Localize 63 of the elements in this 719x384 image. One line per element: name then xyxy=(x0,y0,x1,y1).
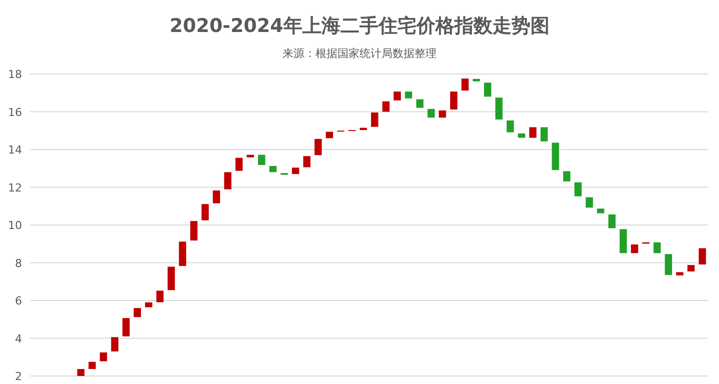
bar xyxy=(292,168,300,174)
bar xyxy=(586,197,593,208)
bar xyxy=(202,204,209,220)
bar xyxy=(178,242,186,266)
y-tick-label: 14 xyxy=(8,144,22,156)
bar xyxy=(676,272,684,276)
bar xyxy=(540,127,548,142)
bar xyxy=(168,266,175,290)
bar xyxy=(428,108,435,118)
bar xyxy=(224,172,232,190)
bar xyxy=(77,369,84,376)
bar xyxy=(698,248,706,264)
bar xyxy=(145,302,152,308)
bar xyxy=(416,99,424,108)
bar xyxy=(687,265,695,272)
bar xyxy=(156,290,164,302)
bar xyxy=(574,182,582,196)
bar xyxy=(314,138,322,156)
y-tick-label: 18 xyxy=(8,68,22,81)
bar xyxy=(664,254,672,276)
bar xyxy=(552,142,560,170)
bar xyxy=(620,229,627,254)
bar xyxy=(630,244,638,254)
bar xyxy=(134,308,141,318)
bar xyxy=(394,92,401,100)
bar xyxy=(461,78,469,91)
bar xyxy=(472,78,480,82)
bar xyxy=(360,128,367,130)
y-tick-label: 6 xyxy=(15,294,22,308)
bar xyxy=(326,132,334,138)
bar xyxy=(212,190,220,204)
bar xyxy=(563,171,570,182)
bar xyxy=(450,92,458,110)
bar xyxy=(495,98,503,120)
bar xyxy=(303,156,310,168)
bar xyxy=(100,352,108,362)
bar xyxy=(654,242,661,254)
bar xyxy=(506,120,514,132)
chart-title: 2020-2024年上海二手住宅价格指数走势图 xyxy=(170,15,550,37)
y-tick-label: 12 xyxy=(8,181,22,194)
bar xyxy=(88,362,96,370)
y-tick-label: 2 xyxy=(15,370,22,383)
bar xyxy=(382,101,390,112)
bar xyxy=(246,154,254,158)
bar xyxy=(190,221,198,240)
bar xyxy=(122,318,130,336)
bar xyxy=(529,127,536,138)
y-tick-label: 10 xyxy=(8,219,22,232)
bar xyxy=(518,133,526,138)
source-note: 来源：根据国家统计局数据整理 xyxy=(282,47,436,60)
y-tick-label: 4 xyxy=(15,332,22,346)
bar xyxy=(404,92,412,98)
bar xyxy=(371,112,378,127)
bar xyxy=(597,208,604,214)
bar xyxy=(111,337,118,352)
bar xyxy=(438,110,446,118)
bar xyxy=(484,82,492,97)
bar xyxy=(269,166,277,172)
y-tick-label: 8 xyxy=(15,256,22,270)
bar xyxy=(258,154,266,165)
bar xyxy=(235,158,243,171)
y-tick-label: 16 xyxy=(8,106,22,119)
bar xyxy=(608,214,616,228)
